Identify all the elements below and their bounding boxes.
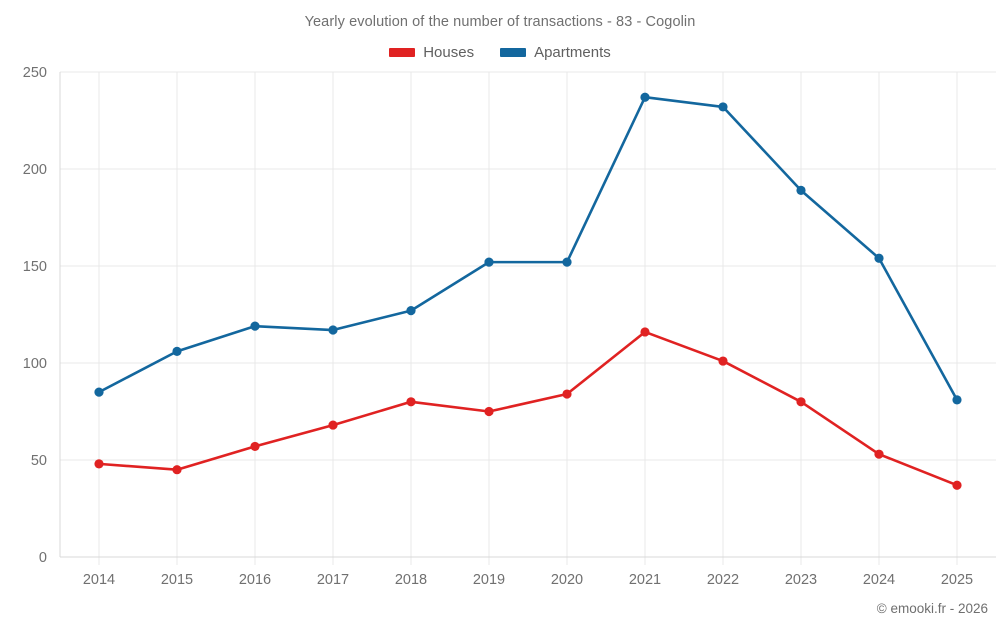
- x-axis-tick-label: 2020: [551, 572, 583, 588]
- data-point[interactable]: [874, 449, 884, 459]
- x-axis-tick-label: 2025: [941, 572, 973, 588]
- data-point[interactable]: [328, 325, 338, 335]
- footer-credit: © emooki.fr - 2026: [876, 601, 988, 616]
- data-point[interactable]: [172, 465, 182, 475]
- x-axis-tick-label: 2016: [239, 572, 271, 588]
- legend-label-apartments: Apartments: [534, 44, 611, 61]
- data-point[interactable]: [94, 459, 104, 469]
- data-point[interactable]: [562, 389, 572, 399]
- data-point[interactable]: [406, 306, 416, 316]
- data-point[interactable]: [484, 257, 494, 267]
- x-axis-tick-label: 2017: [317, 572, 349, 588]
- data-point[interactable]: [796, 397, 806, 407]
- x-axis-tick-label: 2023: [785, 572, 817, 588]
- data-point[interactable]: [718, 102, 728, 112]
- series-apartments: [94, 92, 962, 405]
- series-line-apartments: [97, 95, 959, 402]
- x-axis-tick-label: 2024: [863, 572, 895, 588]
- data-point[interactable]: [874, 253, 884, 263]
- data-point[interactable]: [406, 397, 416, 407]
- data-point[interactable]: [640, 327, 650, 337]
- data-point[interactable]: [484, 406, 494, 417]
- series-line-houses: [97, 330, 959, 487]
- chart-legend: Houses Apartments: [0, 44, 1000, 61]
- data-point[interactable]: [640, 92, 650, 102]
- series-houses: [94, 327, 962, 490]
- y-axis-tick-label: 150: [23, 259, 47, 275]
- legend-item-apartments[interactable]: Apartments: [500, 44, 611, 61]
- y-axis-tick-label: 200: [23, 162, 47, 178]
- legend-item-houses[interactable]: Houses: [389, 44, 474, 61]
- x-axis-tick-label: 2019: [473, 572, 505, 588]
- y-axis-tick-label: 100: [23, 356, 47, 372]
- data-point[interactable]: [250, 441, 260, 452]
- data-point[interactable]: [718, 356, 728, 366]
- data-point[interactable]: [562, 257, 572, 267]
- x-axis-tick-label: 2022: [707, 572, 739, 588]
- y-axis-tick-label: 250: [23, 65, 47, 81]
- x-axis-tick-label: 2015: [161, 572, 193, 588]
- legend-swatch-apartments-icon: [500, 48, 527, 57]
- data-point[interactable]: [952, 395, 962, 405]
- legend-label-houses: Houses: [423, 44, 475, 61]
- data-point[interactable]: [796, 185, 806, 195]
- x-axis-tick-label: 2018: [395, 572, 427, 588]
- data-point[interactable]: [328, 420, 338, 430]
- x-axis-tick-label: 2021: [629, 572, 661, 588]
- data-point[interactable]: [952, 480, 962, 490]
- legend-swatch-houses-icon: [389, 48, 416, 57]
- chart-title: Yearly evolution of the number of transa…: [304, 14, 696, 30]
- data-point[interactable]: [250, 321, 260, 331]
- data-point[interactable]: [172, 346, 182, 356]
- y-axis-tick-label: 0: [39, 550, 47, 566]
- data-point[interactable]: [94, 387, 104, 397]
- x-axis-tick-label: 2014: [83, 572, 115, 588]
- y-axis-tick-label: 50: [31, 453, 47, 469]
